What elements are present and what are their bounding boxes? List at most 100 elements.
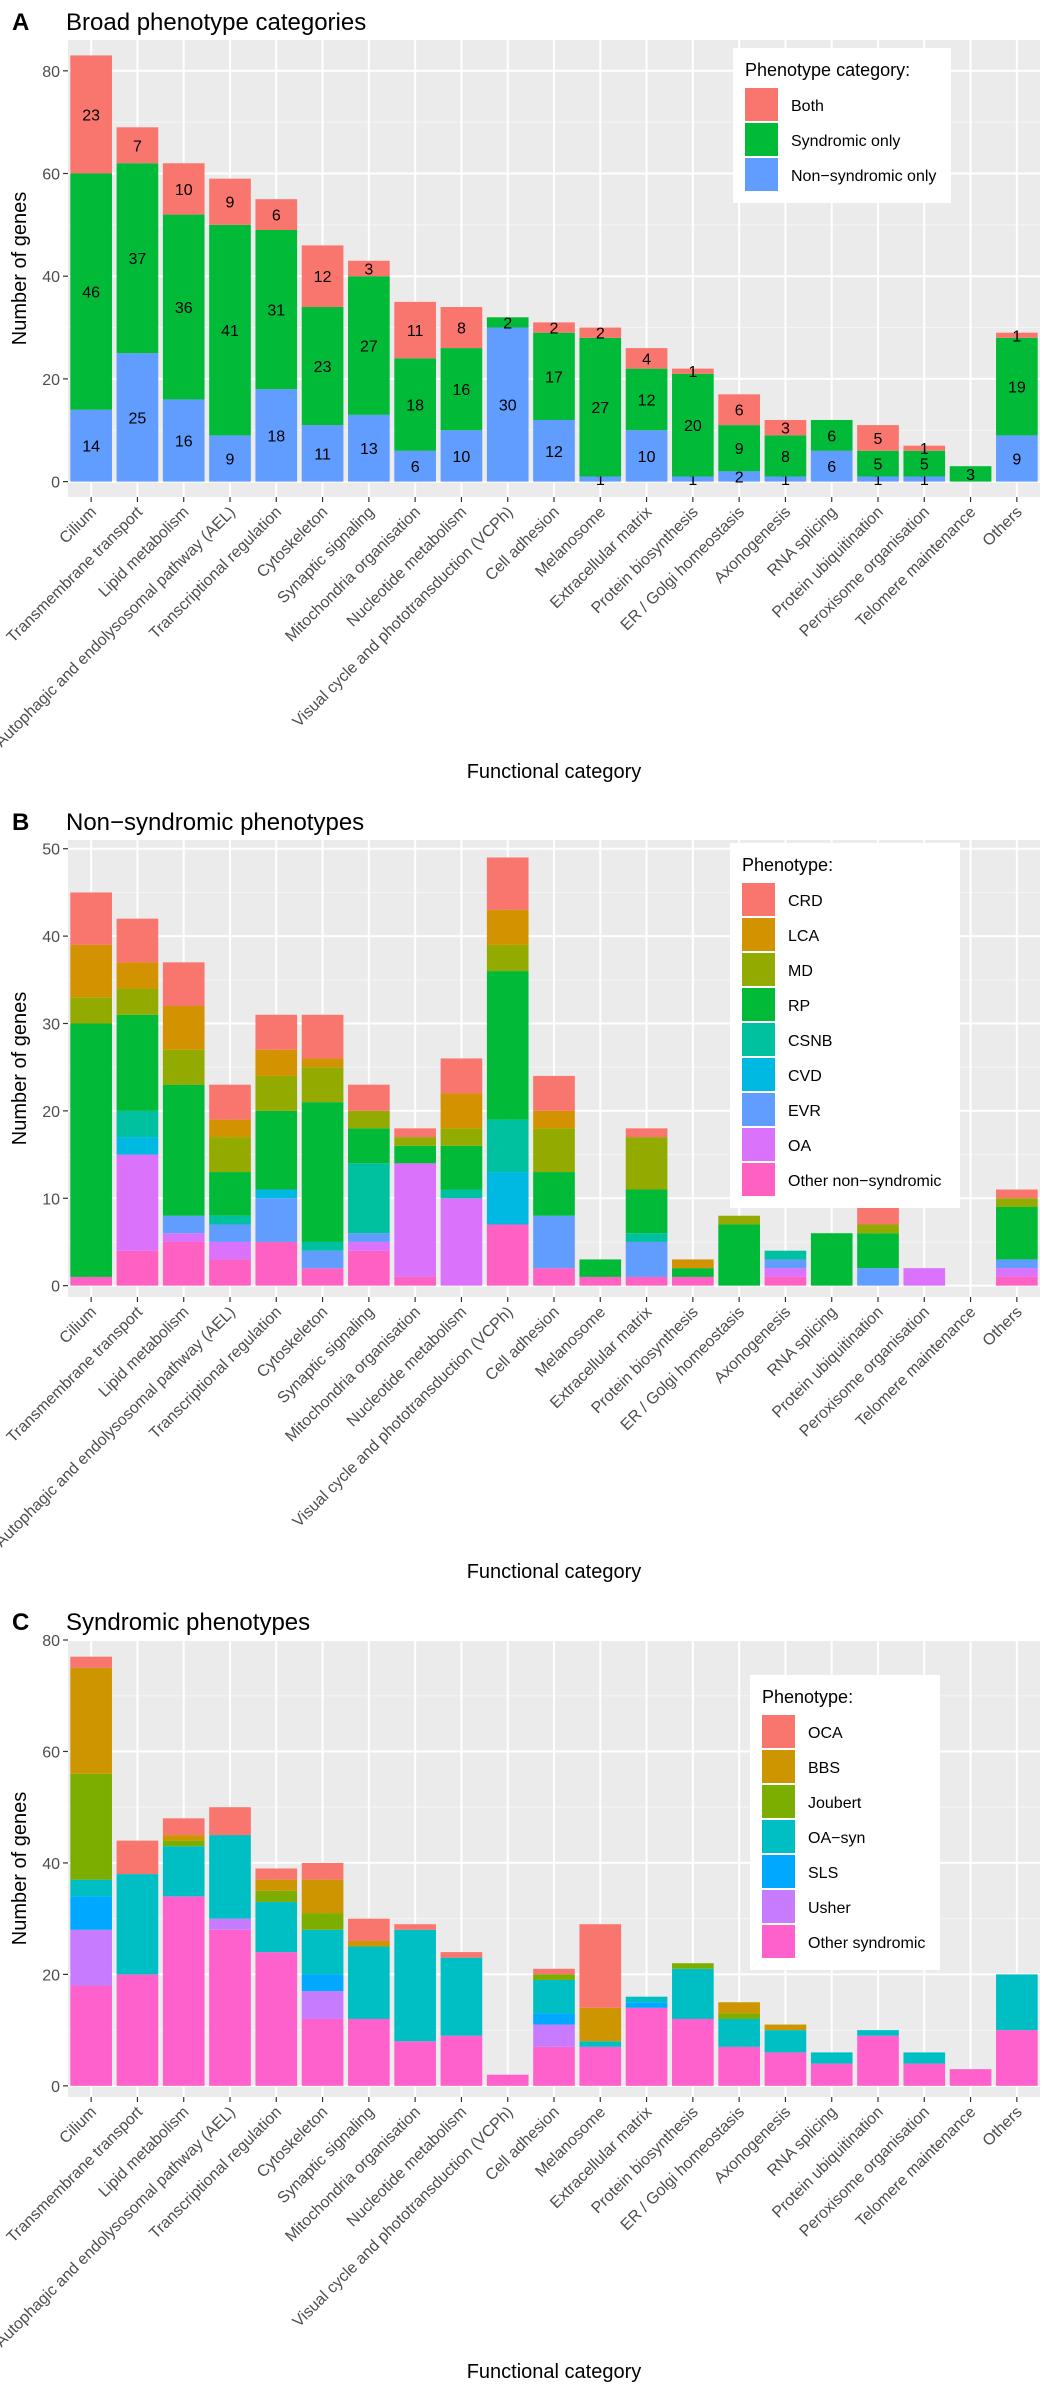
bar-segment: [579, 337, 622, 477]
bar-segment: [996, 1189, 1038, 1199]
legend-key: [742, 883, 775, 916]
bar-segment: [625, 1276, 668, 1286]
data-label: 10: [638, 449, 656, 466]
bar-segment: [533, 2013, 575, 2025]
bar-segment: [533, 419, 575, 482]
bar-segment: [533, 1968, 575, 1975]
data-label: 31: [267, 303, 285, 320]
y-tick-label: 30: [42, 1016, 60, 1033]
x-tick-label: Others: [980, 504, 1026, 550]
data-label: 12: [545, 444, 563, 461]
bar-segment: [116, 1154, 159, 1251]
bar-segment: [209, 1137, 251, 1173]
x-axis-title: Functional category: [467, 2361, 642, 2383]
bar-segment: [579, 2046, 622, 2086]
legend-key: [742, 1128, 775, 1161]
legend-label: SLS: [808, 1865, 838, 1882]
data-label: 12: [314, 269, 332, 286]
bar-segment: [209, 1215, 251, 1225]
bar-segment: [533, 2024, 575, 2047]
bar-segment: [394, 2041, 436, 2086]
bar-segment: [440, 1198, 483, 1286]
y-axis-title: Number of genes: [9, 992, 31, 1145]
bar-segment: [440, 1128, 483, 1146]
bar-segment: [440, 1145, 483, 1190]
legend-key: [745, 158, 778, 191]
bar-segment: [301, 2018, 344, 2086]
data-label: 7: [133, 138, 142, 155]
bar-segment: [718, 394, 760, 426]
bar-segment: [70, 1879, 112, 1897]
bar-segment: [903, 476, 946, 482]
bar-segment: [162, 1049, 205, 1085]
bar-segment: [486, 1224, 529, 1286]
bar-segment: [857, 2035, 899, 2086]
bar-segment: [996, 1268, 1038, 1277]
bar-segment: [116, 1014, 159, 1111]
y-tick-label: 60: [42, 1744, 60, 1761]
bar-segment: [162, 399, 205, 482]
legend-label: EVR: [788, 1103, 821, 1120]
bar-segment: [348, 260, 390, 277]
bar-segment: [857, 1268, 899, 1286]
bar-segment: [209, 224, 251, 436]
bar-segment: [70, 1773, 112, 1880]
data-label: 18: [267, 428, 285, 445]
bar-segment: [672, 1963, 714, 1969]
y-tick-label: 40: [42, 269, 60, 286]
data-label: 6: [272, 208, 281, 225]
bar-segment: [70, 1667, 112, 1774]
bar-segment: [440, 1189, 483, 1199]
data-label: 2: [503, 315, 512, 332]
panel-letter: C: [12, 1609, 29, 1636]
bar-segment: [440, 430, 483, 482]
bar-segment: [486, 944, 529, 972]
bar-segment: [348, 1128, 390, 1164]
data-label: 1: [874, 472, 883, 489]
bar-segment: [764, 2030, 807, 2053]
bar-segment: [255, 1049, 298, 1076]
bar-segment: [301, 1862, 344, 1880]
bar-segment: [255, 1198, 298, 1242]
bar-segment: [255, 1241, 298, 1286]
bar-segment: [486, 317, 529, 328]
bar-segment: [209, 1807, 251, 1836]
bar-segment: [672, 1276, 714, 1286]
bar-segment: [533, 1075, 575, 1111]
data-label: 2: [735, 469, 744, 486]
bar-segment: [625, 1189, 668, 1234]
legend-key: [762, 1820, 795, 1853]
bar-segment: [625, 1137, 668, 1190]
data-label: 1: [688, 472, 697, 489]
bar-segment: [996, 2030, 1038, 2086]
bar-segment: [116, 962, 159, 989]
bar-segment: [533, 1128, 575, 1173]
bar-segment: [903, 2063, 946, 2086]
bar-segment: [949, 466, 992, 482]
bar-segment: [116, 1137, 159, 1155]
bar-segment: [625, 1996, 668, 2003]
data-label: 4: [642, 351, 651, 368]
bar-segment: [301, 245, 344, 308]
chart-panel-c: C Syndromic phenotypes020406080CiliumTran…: [0, 1609, 1040, 2383]
bar-segment: [70, 1929, 112, 1986]
y-tick-label: 80: [42, 1633, 60, 1650]
bar-segment: [718, 2046, 760, 2086]
data-label: 9: [226, 451, 235, 468]
bar-segment: [348, 2018, 390, 2086]
bar-segment: [764, 2024, 807, 2031]
legend-key: [762, 1855, 795, 1888]
bar-segment: [301, 1879, 344, 1914]
y-axis-title: Number of genes: [9, 192, 31, 345]
bar-segment: [70, 1656, 112, 1668]
bar-segment: [70, 1023, 112, 1277]
bar-segment: [718, 2013, 760, 2019]
bar-segment: [810, 2063, 853, 2086]
bar-segment: [394, 1145, 436, 1164]
bar-segment: [162, 1846, 205, 1897]
bar-segment: [440, 1058, 483, 1094]
bar-segment: [301, 1058, 344, 1068]
bar-segment: [996, 1276, 1038, 1286]
bar-segment: [996, 1974, 1038, 2031]
legend: Phenotype: OCA BBS Joubert OA−syn SLS Usher Oth…: [750, 1675, 940, 1970]
